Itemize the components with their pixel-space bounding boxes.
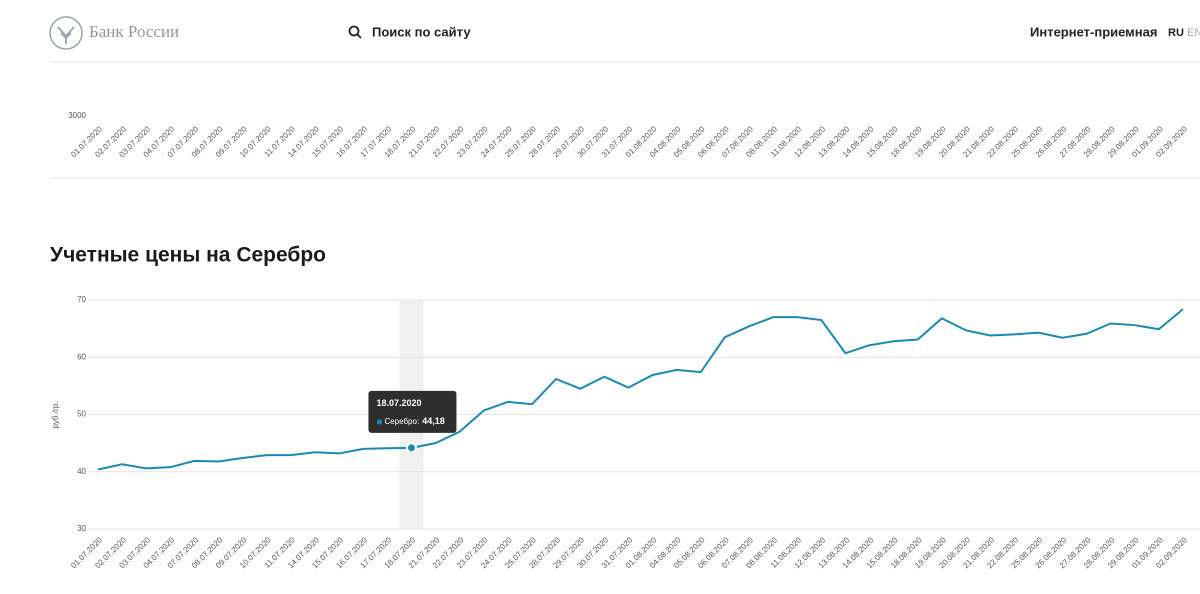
chart-title: Учетные цены на Серебро [50,244,326,267]
tooltip-series: Серебро: [384,417,419,426]
search[interactable]: Поиск по сайту [348,24,472,39]
tooltip-swatch [376,419,382,425]
logo-text: Банк России [89,22,179,41]
tooltip: 18.07.2020 Серебро: 44,18 [368,390,457,433]
lang-ru[interactable]: RU [1168,27,1184,39]
logo-eagle [57,26,75,44]
tooltip-date: 18.07.2020 [376,398,421,408]
logo-emblem [49,16,83,50]
reception-link[interactable]: Интернет-приемная [1030,24,1157,39]
y-tick-label: 30 [77,524,86,533]
tooltip-value: 44,18 [422,416,445,426]
y-tick-label: 50 [77,410,86,419]
search-label: Поиск по сайту [372,24,471,39]
data-line [97,308,1184,471]
y-tick-label: 70 [77,295,86,304]
y-tick-label: 3000 [68,111,86,120]
logo[interactable]: Банк России [49,16,179,50]
hover-point [405,442,417,454]
search-icon [348,25,360,37]
tooltip-box [368,390,457,433]
lang-en[interactable]: EN [1187,27,1200,39]
y-axis-label: руб./гр. [51,401,60,428]
search-icon-handle [356,33,362,39]
y-tick-label: 60 [77,352,86,361]
y-tick-label: 40 [77,467,86,476]
